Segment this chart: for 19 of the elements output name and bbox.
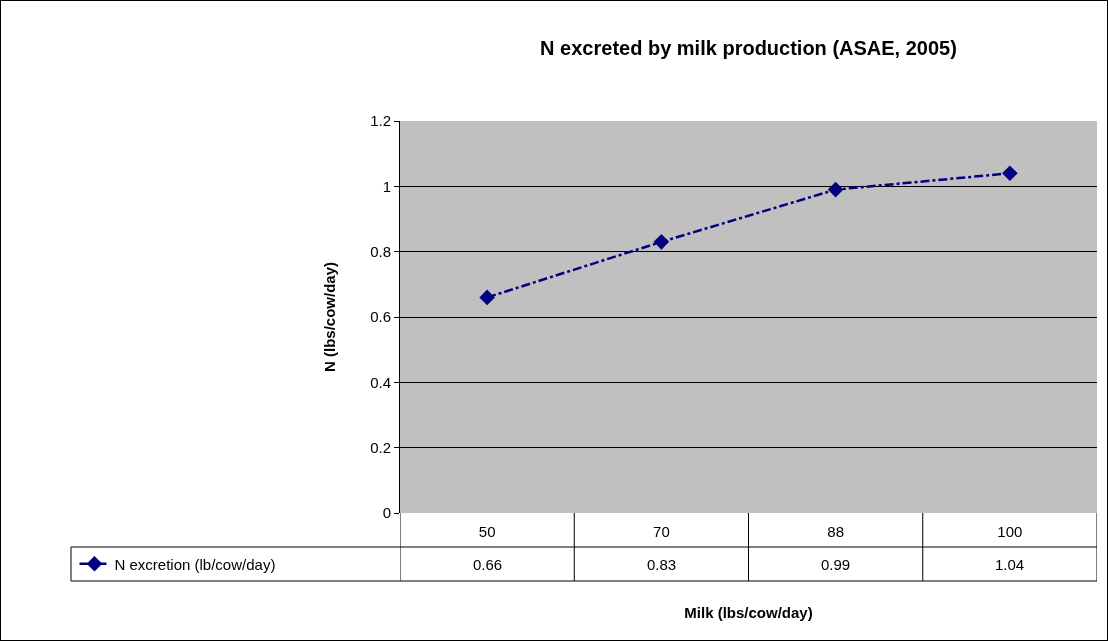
x-axis-title: Milk (lbs/cow/day) — [684, 604, 813, 621]
y-tick-label: 1.2 — [370, 112, 391, 130]
y-tick-label: 0.6 — [370, 308, 391, 326]
x-tick-label: 88 — [827, 523, 844, 540]
x-tick-label: 50 — [478, 523, 496, 540]
data-label: 1.04 — [995, 556, 1025, 573]
data-label: 0.99 — [821, 556, 851, 573]
chart-title: N excreted by milk production (ASAE, 2005) — [540, 37, 957, 59]
y-tick-label: 0.2 — [370, 438, 391, 456]
y-tick-label: 0 — [382, 504, 391, 522]
y-tick-label: 0.8 — [370, 242, 391, 260]
x-tick-label: 100 — [997, 523, 1023, 540]
data-label: 0.83 — [647, 556, 677, 573]
legend-label: N excretion (lb/cow/day) — [114, 555, 276, 573]
y-tick-label: 1 — [382, 177, 391, 195]
x-tick-label: 70 — [653, 523, 670, 540]
y-tick-label: 0.4 — [370, 373, 391, 391]
data-label: 0.66 — [473, 556, 503, 573]
y-axis-title: N (lbs/cow/day) — [321, 261, 339, 373]
